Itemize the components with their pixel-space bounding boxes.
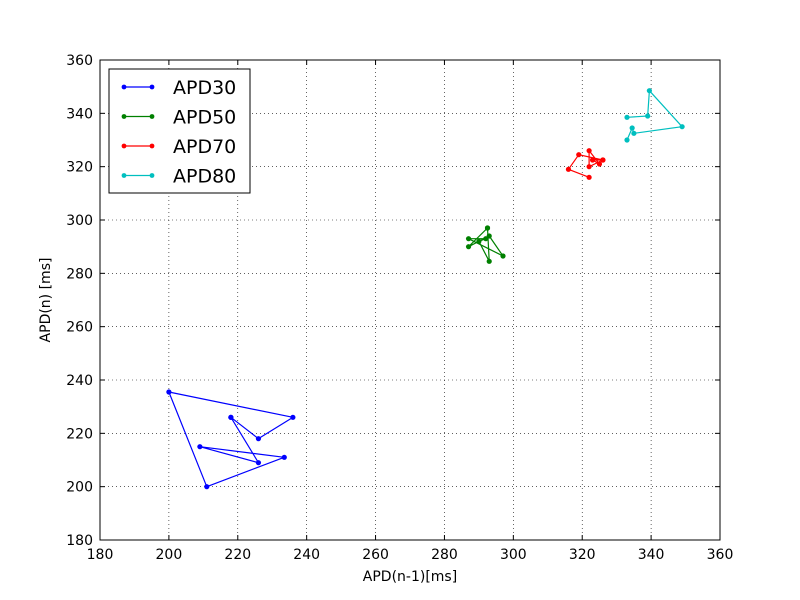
legend-box bbox=[108, 68, 251, 194]
data-point-apd50 bbox=[483, 236, 489, 242]
legend-marker-apd30 bbox=[121, 84, 127, 90]
x-tick-label: 200 bbox=[156, 547, 183, 563]
legend-label-apd80: APD80 bbox=[173, 166, 236, 188]
y-tick-label: 360 bbox=[66, 53, 93, 69]
legend-label-apd50: APD50 bbox=[173, 107, 236, 129]
data-point-apd70 bbox=[586, 148, 592, 154]
y-axis-label: APD(n) [ms] bbox=[38, 258, 54, 343]
series-line-apd50 bbox=[467, 227, 504, 262]
legend-marker-apd70 bbox=[121, 143, 127, 149]
legend-marker-apd50 bbox=[121, 114, 127, 119]
x-tick-label: 360 bbox=[707, 547, 734, 563]
data-point-apd80 bbox=[679, 124, 685, 130]
plot-frame bbox=[99, 59, 721, 541]
data-point-apd70 bbox=[576, 152, 582, 158]
data-point-apd30 bbox=[290, 414, 296, 420]
legend-label-apd70: APD70 bbox=[173, 136, 236, 158]
y-tick-label: 220 bbox=[66, 426, 93, 442]
grid-lines bbox=[100, 60, 720, 540]
data-point-apd50 bbox=[484, 225, 491, 231]
y-tick-label: 260 bbox=[66, 320, 93, 336]
series-apd70 bbox=[565, 148, 606, 180]
legend-marker-apd70 bbox=[149, 143, 155, 149]
series-layer bbox=[166, 88, 685, 490]
y-tick-label: 300 bbox=[66, 213, 93, 229]
series-apd50 bbox=[465, 225, 506, 264]
data-point-apd80 bbox=[629, 125, 635, 131]
legend: APD30 APD50 APD70 APD80 bbox=[108, 68, 251, 194]
data-point-apd50 bbox=[486, 258, 492, 264]
data-point-apd30 bbox=[255, 436, 262, 442]
series-apd80 bbox=[624, 88, 685, 143]
x-tick-label: 220 bbox=[224, 547, 251, 563]
data-point-apd70 bbox=[586, 174, 592, 180]
data-point-apd80 bbox=[645, 113, 651, 119]
series-apd30 bbox=[166, 389, 296, 490]
y-tick-label: 280 bbox=[66, 266, 93, 282]
data-point-apd30 bbox=[166, 389, 172, 395]
y-tick-label: 240 bbox=[66, 373, 93, 389]
axis-ticks bbox=[99, 59, 721, 541]
data-point-apd70 bbox=[596, 161, 603, 167]
x-tick-label: 300 bbox=[500, 547, 527, 563]
data-point-apd50 bbox=[476, 238, 482, 244]
data-point-apd80 bbox=[631, 130, 637, 136]
y-tick-label: 340 bbox=[66, 106, 93, 122]
data-point-apd30 bbox=[204, 484, 210, 490]
data-point-apd50 bbox=[465, 236, 472, 242]
data-point-apd70 bbox=[586, 164, 592, 170]
y-tick-label: 200 bbox=[66, 480, 93, 496]
data-point-apd80 bbox=[624, 137, 630, 143]
legend-marker-apd30 bbox=[149, 84, 155, 90]
data-point-apd30 bbox=[281, 454, 287, 460]
x-tick-label: 180 bbox=[87, 547, 114, 563]
y-tick-label: 180 bbox=[66, 533, 93, 549]
data-point-apd50 bbox=[500, 253, 506, 259]
data-point-apd50 bbox=[465, 244, 472, 250]
data-point-apd30 bbox=[197, 444, 203, 450]
data-point-apd70 bbox=[565, 166, 572, 172]
x-axis-label: APD(n-1)[ms] bbox=[363, 569, 457, 585]
x-tick-label: 260 bbox=[362, 547, 389, 563]
legend-marker-apd80 bbox=[149, 173, 155, 178]
data-point-apd80 bbox=[646, 88, 652, 94]
data-point-apd30 bbox=[255, 460, 262, 466]
x-tick-label: 320 bbox=[569, 547, 596, 563]
y-tick-label: 320 bbox=[66, 160, 93, 176]
x-tick-label: 240 bbox=[293, 547, 320, 563]
legend-label-apd30: APD30 bbox=[173, 77, 236, 99]
x-tick-label: 280 bbox=[431, 547, 458, 563]
data-point-apd70 bbox=[600, 157, 606, 163]
legend-marker-apd80 bbox=[121, 173, 127, 178]
x-tick-label: 340 bbox=[638, 547, 665, 563]
data-point-apd30 bbox=[228, 414, 234, 420]
series-line-apd30 bbox=[168, 391, 294, 488]
axis-tick-labels: 180 200 220 240 260 280 300 320 340 360 180 200 220 2… bbox=[66, 53, 733, 563]
data-point-apd80 bbox=[624, 114, 630, 120]
data-point-apd70 bbox=[589, 157, 596, 163]
legend-marker-apd50 bbox=[149, 114, 155, 119]
